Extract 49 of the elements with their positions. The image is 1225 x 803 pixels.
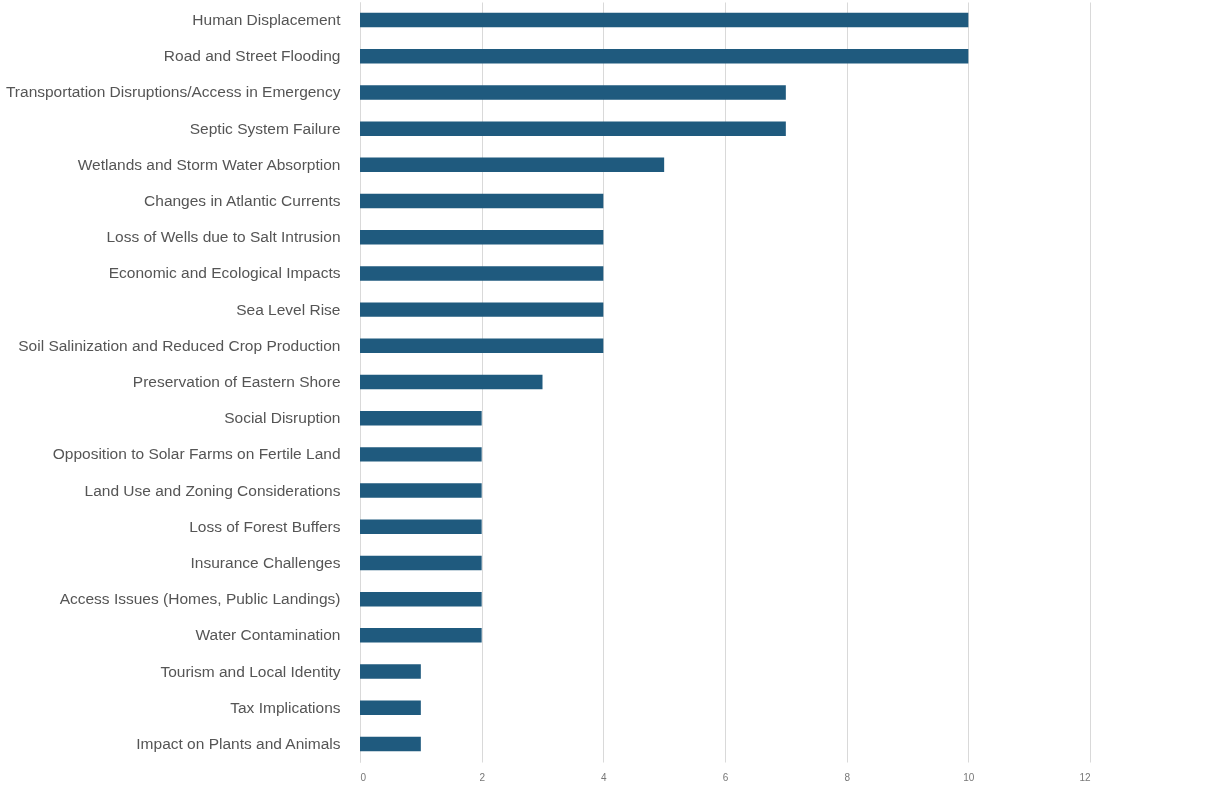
y-tick-label: Preservation of Eastern Shore: [132, 373, 341, 390]
bar: [360, 519, 482, 534]
bar: [360, 410, 482, 426]
y-tick-label: Septic System Failure: [189, 119, 341, 137]
bar: [360, 664, 421, 679]
x-tick-label: 4: [601, 771, 608, 783]
bar: [360, 628, 482, 643]
x-tick-label: 8: [844, 771, 851, 783]
bar: [360, 447, 482, 462]
bar: [360, 121, 786, 136]
y-tick-label: Loss of Forest Buffers: [189, 517, 341, 535]
bar: [360, 12, 969, 28]
y-tick-label: Opposition to Solar Farms on Fertile Land: [52, 445, 341, 463]
y-tick-label: Tax Implications: [230, 698, 341, 716]
bar: [360, 157, 665, 173]
y-tick-label: Access Issues (Homes, Public Landings): [59, 590, 341, 608]
bar: [360, 338, 604, 354]
y-tick-label: Social Disruption: [224, 409, 341, 427]
bar: [360, 302, 604, 317]
y-tick-label: Land Use and Zoning Considerations: [84, 481, 341, 499]
y-tick-label: Soil Salinization and Reduced Crop Production: [18, 336, 341, 354]
y-tick-label: Tourism and Local Identity: [160, 662, 341, 680]
bar: [360, 700, 421, 715]
y-tick-label: Human Displacement: [192, 11, 342, 29]
bar: [360, 193, 604, 209]
y-tick-label: Road and Street Flooding: [163, 47, 341, 65]
bar: [360, 736, 421, 752]
x-tick-label: 0: [360, 771, 367, 783]
y-tick-label: Transportation Disruptions/Access in Emergency: [5, 83, 341, 101]
y-tick-label: Impact on Plants and Animals: [136, 734, 341, 752]
y-tick-label: Economic and Ecological Impacts: [108, 264, 341, 282]
y-tick-label: Wetlands and Storm Water Absorption: [77, 155, 341, 173]
bar: [360, 85, 786, 100]
x-tick-label: 10: [963, 771, 975, 783]
x-tick-label: 6: [722, 771, 729, 783]
y-tick-label: Water Contamination: [195, 626, 341, 644]
bar: [360, 483, 482, 498]
bar: [360, 374, 543, 390]
y-tick-label: Sea Level Rise: [236, 300, 341, 318]
bar: [360, 555, 482, 571]
bar: [360, 591, 482, 607]
y-tick-label: Insurance Challenges: [190, 553, 341, 571]
y-tick-label: Loss of Wells due to Salt Intrusion: [106, 228, 341, 246]
bar: [360, 49, 969, 64]
x-tick-label: 12: [1079, 771, 1091, 783]
bar: [360, 266, 604, 281]
y-tick-label: Changes in Atlantic Currents: [144, 192, 341, 210]
x-tick-label: 2: [479, 771, 486, 783]
bar: [360, 230, 604, 245]
